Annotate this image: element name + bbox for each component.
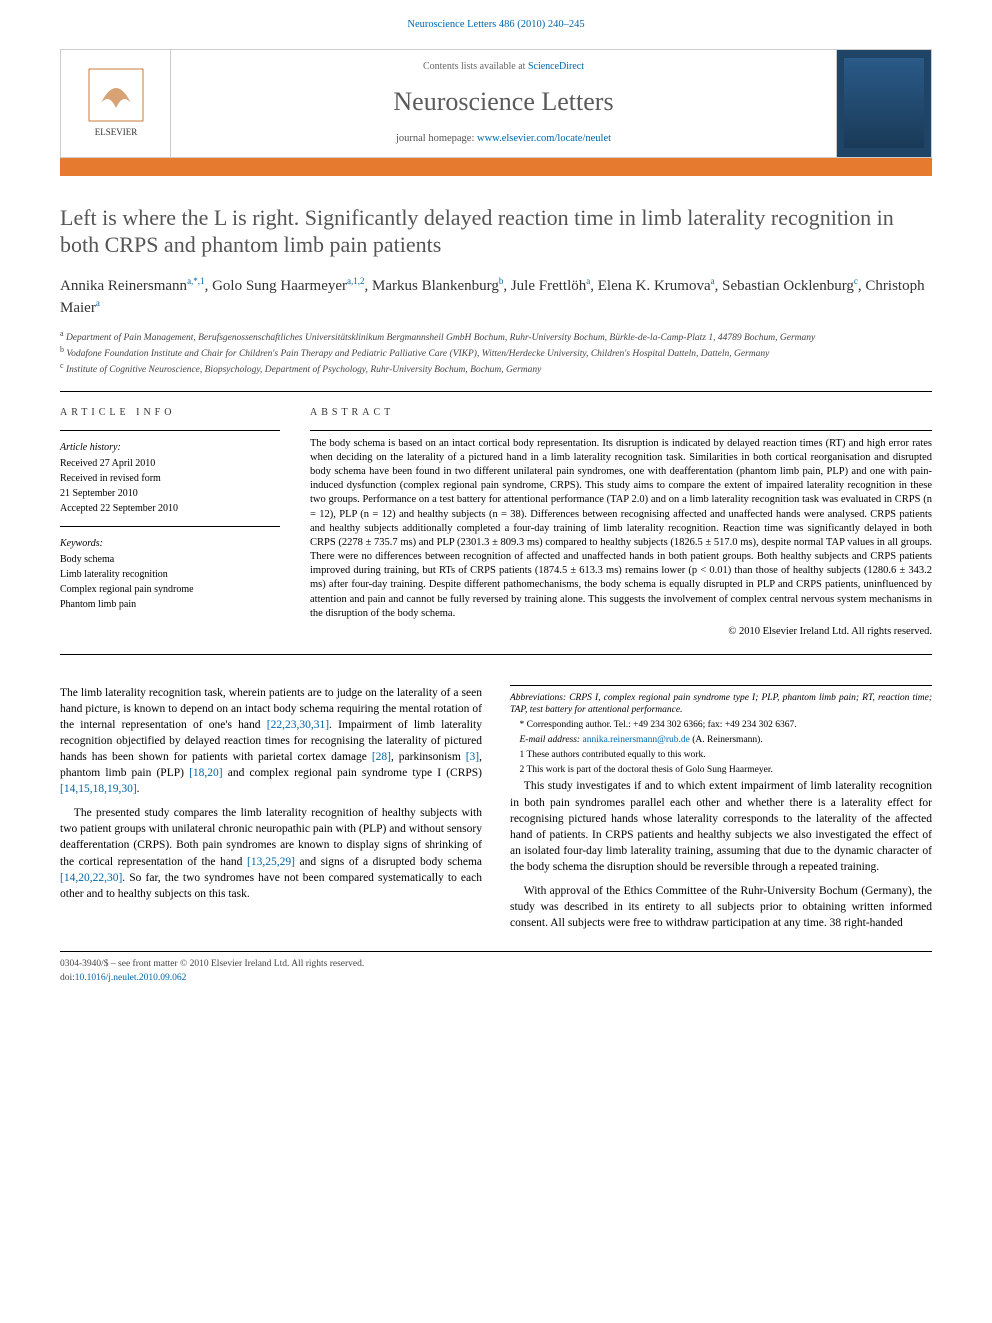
authors: Annika Reinersmanna,*,1, Golo Sung Haarm… xyxy=(60,275,932,319)
fn-abbrev-text: Abbreviations: CRPS I, complex regional … xyxy=(510,693,932,716)
footer-doi: doi:10.1016/j.neulet.2010.09.062 xyxy=(60,972,932,985)
ref-link[interactable]: [28] xyxy=(372,751,391,763)
footnotes: Abbreviations: CRPS I, complex regional … xyxy=(510,685,932,777)
journal-home: journal homepage: www.elsevier.com/locat… xyxy=(183,132,824,147)
history-label: Article history: xyxy=(60,441,280,455)
body-p2: The presented study compares the limb la… xyxy=(60,805,482,902)
body-p3: This study investigates if and to which … xyxy=(510,778,932,875)
ref-link[interactable]: [18,20] xyxy=(189,767,223,779)
abstract: abstract The body schema is based on an … xyxy=(310,406,932,640)
keyword-line: Body schema xyxy=(60,553,280,567)
fn-email-suffix: (A. Reinersmann). xyxy=(690,735,763,745)
article-info-heading: article info xyxy=(60,406,280,420)
affiliation-line: b Vodafone Foundation Institute and Chai… xyxy=(60,345,932,361)
contents-line: Contents lists available at ScienceDirec… xyxy=(183,60,824,74)
history-line: Accepted 22 September 2010 xyxy=(60,502,280,516)
fn-corresponding: * Corresponding author. Tel.: +49 234 30… xyxy=(510,719,932,732)
ref-link[interactable]: [14,20,22,30] xyxy=(60,872,122,884)
history-line: Received in revised form xyxy=(60,472,280,486)
keywords-label: Keywords: xyxy=(60,537,280,551)
body-p4: With approval of the Ethics Committee of… xyxy=(510,883,932,931)
ref-link[interactable]: [22,23,30,31] xyxy=(267,719,329,731)
masthead: ELSEVIER Contents lists available at Sci… xyxy=(60,49,932,158)
keyword-line: Complex regional pain syndrome xyxy=(60,583,280,597)
cover-cell xyxy=(836,50,931,157)
fn-email: E-mail address: annika.reinersmann@rub.d… xyxy=(510,734,932,747)
abstract-copyright: © 2010 Elsevier Ireland Ltd. All rights … xyxy=(310,625,932,640)
info-rule-1 xyxy=(60,430,280,431)
doi-label: doi: xyxy=(60,973,75,983)
abstract-text: The body schema is based on an intact co… xyxy=(310,437,932,621)
home-label: journal homepage: xyxy=(396,133,477,144)
doi-link[interactable]: 10.1016/j.neulet.2010.09.062 xyxy=(75,973,187,983)
fn-note-2: 2 This work is part of the doctoral thes… xyxy=(510,764,932,777)
ref-link[interactable]: [14,15,18,19,30] xyxy=(60,783,137,795)
elsevier-logo: ELSEVIER xyxy=(81,63,151,143)
keyword-line: Limb laterality recognition xyxy=(60,568,280,582)
affiliation-line: c Institute of Cognitive Neuroscience, B… xyxy=(60,361,932,377)
divider-top xyxy=(60,391,932,392)
divider-bottom xyxy=(60,654,932,655)
svg-text:ELSEVIER: ELSEVIER xyxy=(94,127,137,137)
article-title: Left is where the L is right. Significan… xyxy=(60,204,932,259)
fn-abbrev: Abbreviations: CRPS I, complex regional … xyxy=(510,692,932,718)
journal-cover-thumb xyxy=(844,58,924,148)
masthead-center: Contents lists available at ScienceDirec… xyxy=(171,50,836,157)
contents-prefix: Contents lists available at xyxy=(423,61,528,72)
journal-name: Neuroscience Letters xyxy=(183,84,824,120)
article-info: article info Article history: Received 2… xyxy=(60,406,280,640)
home-url-link[interactable]: www.elsevier.com/locate/neulet xyxy=(477,133,611,144)
abstract-rule xyxy=(310,430,932,431)
history-line: Received 27 April 2010 xyxy=(60,457,280,471)
info-rule-2 xyxy=(60,526,280,527)
running-head: Neuroscience Letters 486 (2010) 240–245 xyxy=(0,0,992,39)
page-footer: 0304-3940/$ – see front matter © 2010 El… xyxy=(60,951,932,985)
sciencedirect-link[interactable]: ScienceDirect xyxy=(528,61,584,72)
orange-bar xyxy=(60,158,932,176)
body-p1: The limb laterality recognition task, wh… xyxy=(60,685,482,798)
publisher-logo-cell: ELSEVIER xyxy=(61,50,171,157)
fn-email-link[interactable]: annika.reinersmann@rub.de xyxy=(582,735,689,745)
affiliations: a Department of Pain Management, Berufsg… xyxy=(60,329,932,377)
fn-email-label: E-mail address: xyxy=(520,735,583,745)
ref-link[interactable]: [3] xyxy=(466,751,479,763)
ref-link[interactable]: [13,25,29] xyxy=(247,856,295,868)
fn-note-1: 1 These authors contributed equally to t… xyxy=(510,749,932,762)
affiliation-line: a Department of Pain Management, Berufsg… xyxy=(60,329,932,345)
citation-link[interactable]: Neuroscience Letters 486 (2010) 240–245 xyxy=(407,19,584,30)
abstract-heading: abstract xyxy=(310,406,932,420)
footer-line1: 0304-3940/$ – see front matter © 2010 El… xyxy=(60,958,932,971)
keyword-line: Phantom limb pain xyxy=(60,598,280,612)
info-abstract-row: article info Article history: Received 2… xyxy=(60,406,932,640)
history-line: 21 September 2010 xyxy=(60,487,280,501)
body-columns: The limb laterality recognition task, wh… xyxy=(60,685,932,932)
